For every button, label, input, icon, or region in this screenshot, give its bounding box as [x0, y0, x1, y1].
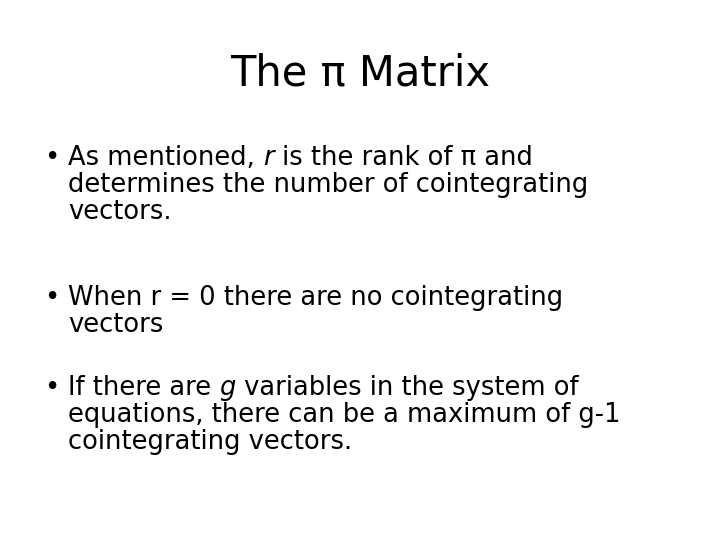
- Text: g: g: [220, 375, 235, 401]
- Text: •: •: [44, 145, 59, 171]
- Text: equations, there can be a maximum of g-1: equations, there can be a maximum of g-1: [68, 402, 621, 428]
- Text: When r = 0 there are no cointegrating: When r = 0 there are no cointegrating: [68, 285, 563, 311]
- Text: r: r: [263, 145, 274, 171]
- Text: If there are: If there are: [68, 375, 220, 401]
- Text: As mentioned,: As mentioned,: [68, 145, 263, 171]
- Text: variables in the system of: variables in the system of: [235, 375, 578, 401]
- Text: vectors: vectors: [68, 312, 163, 338]
- Text: is the rank of π and: is the rank of π and: [274, 145, 532, 171]
- Text: The π Matrix: The π Matrix: [230, 52, 490, 94]
- Text: •: •: [44, 375, 59, 401]
- Text: vectors.: vectors.: [68, 199, 171, 225]
- Text: cointegrating vectors.: cointegrating vectors.: [68, 429, 352, 455]
- Text: •: •: [44, 285, 59, 311]
- Text: determines the number of cointegrating: determines the number of cointegrating: [68, 172, 588, 198]
